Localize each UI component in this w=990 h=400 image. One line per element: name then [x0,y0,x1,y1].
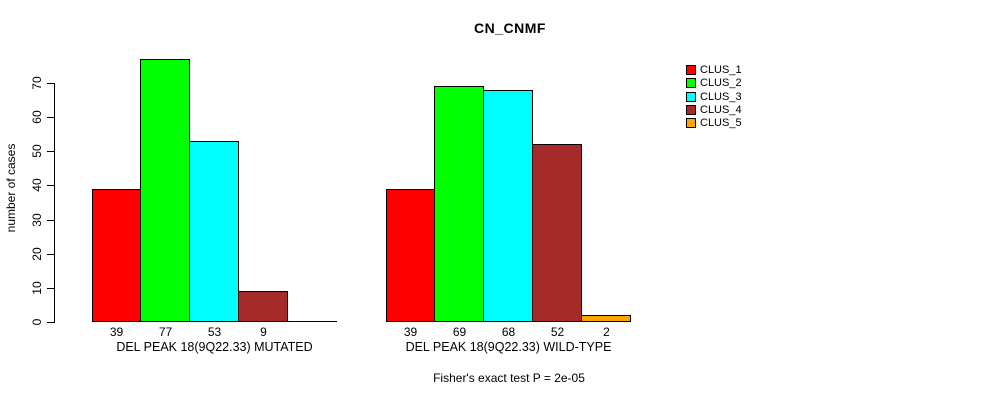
bar-clus_3 [483,90,533,322]
bar-clus_1 [386,189,435,322]
y-axis-tick-label: 30 [30,213,44,227]
legend-swatch-clus_5 [686,118,696,128]
legend-swatch-clus_4 [686,105,696,115]
y-axis-tick-label: 20 [30,247,44,261]
legend-swatch-clus_3 [686,92,696,102]
legend-label: CLUS_1 [700,64,742,76]
y-axis-tick [47,220,54,221]
fisher-test-caption: Fisher's exact test P = 2e-05 [433,371,585,385]
y-axis-tick [47,288,54,289]
legend-swatch-clus_2 [686,78,696,88]
y-axis-tick-label: 70 [30,76,44,90]
bar-clus_3 [189,141,239,322]
y-axis-tick [47,117,54,118]
y-axis-tick [47,83,54,84]
bar-clus_4 [532,144,582,322]
group-axis-label: DEL PEAK 18(9Q22.33) WILD-TYPE [405,340,612,354]
bar-clus_2 [140,59,190,322]
legend-label: CLUS_2 [700,77,742,89]
bar-clus_2 [434,86,484,322]
y-axis-tick-label: 60 [30,110,44,124]
bar-clus_5 [581,315,631,322]
y-axis-tick-label: 0 [30,318,44,326]
y-axis-line [54,83,55,323]
y-axis-tick-label: 10 [30,281,44,295]
chart-title: CN_CNMF [474,20,546,36]
bar-value-label: 39 [109,325,124,339]
bar-value-label: 77 [158,325,173,339]
y-axis-tick [47,185,54,186]
bar-clus_4 [238,291,288,322]
bar-clus_5-zero [287,321,337,322]
y-axis-tick [47,322,54,323]
bar-value-label: 9 [260,325,267,339]
bar-value-label: 52 [550,325,565,339]
bar-value-label: 69 [452,325,467,339]
legend-label: CLUS_3 [700,91,742,103]
bar-value-label: 68 [501,325,516,339]
legend-label: CLUS_4 [700,104,742,116]
bar-clus_1 [92,189,141,322]
legend-swatch-clus_1 [686,65,696,75]
y-axis-tick [47,151,54,152]
bar-value-label: 53 [207,325,222,339]
bar-value-label: 2 [603,325,610,339]
legend-label: CLUS_5 [700,117,742,129]
bar-value-label: 39 [403,325,418,339]
y-axis-tick-label: 50 [30,144,44,158]
y-axis-tick-label: 40 [30,178,44,192]
y-axis-tick [47,254,54,255]
group-axis-label: DEL PEAK 18(9Q22.33) MUTATED [116,340,313,354]
